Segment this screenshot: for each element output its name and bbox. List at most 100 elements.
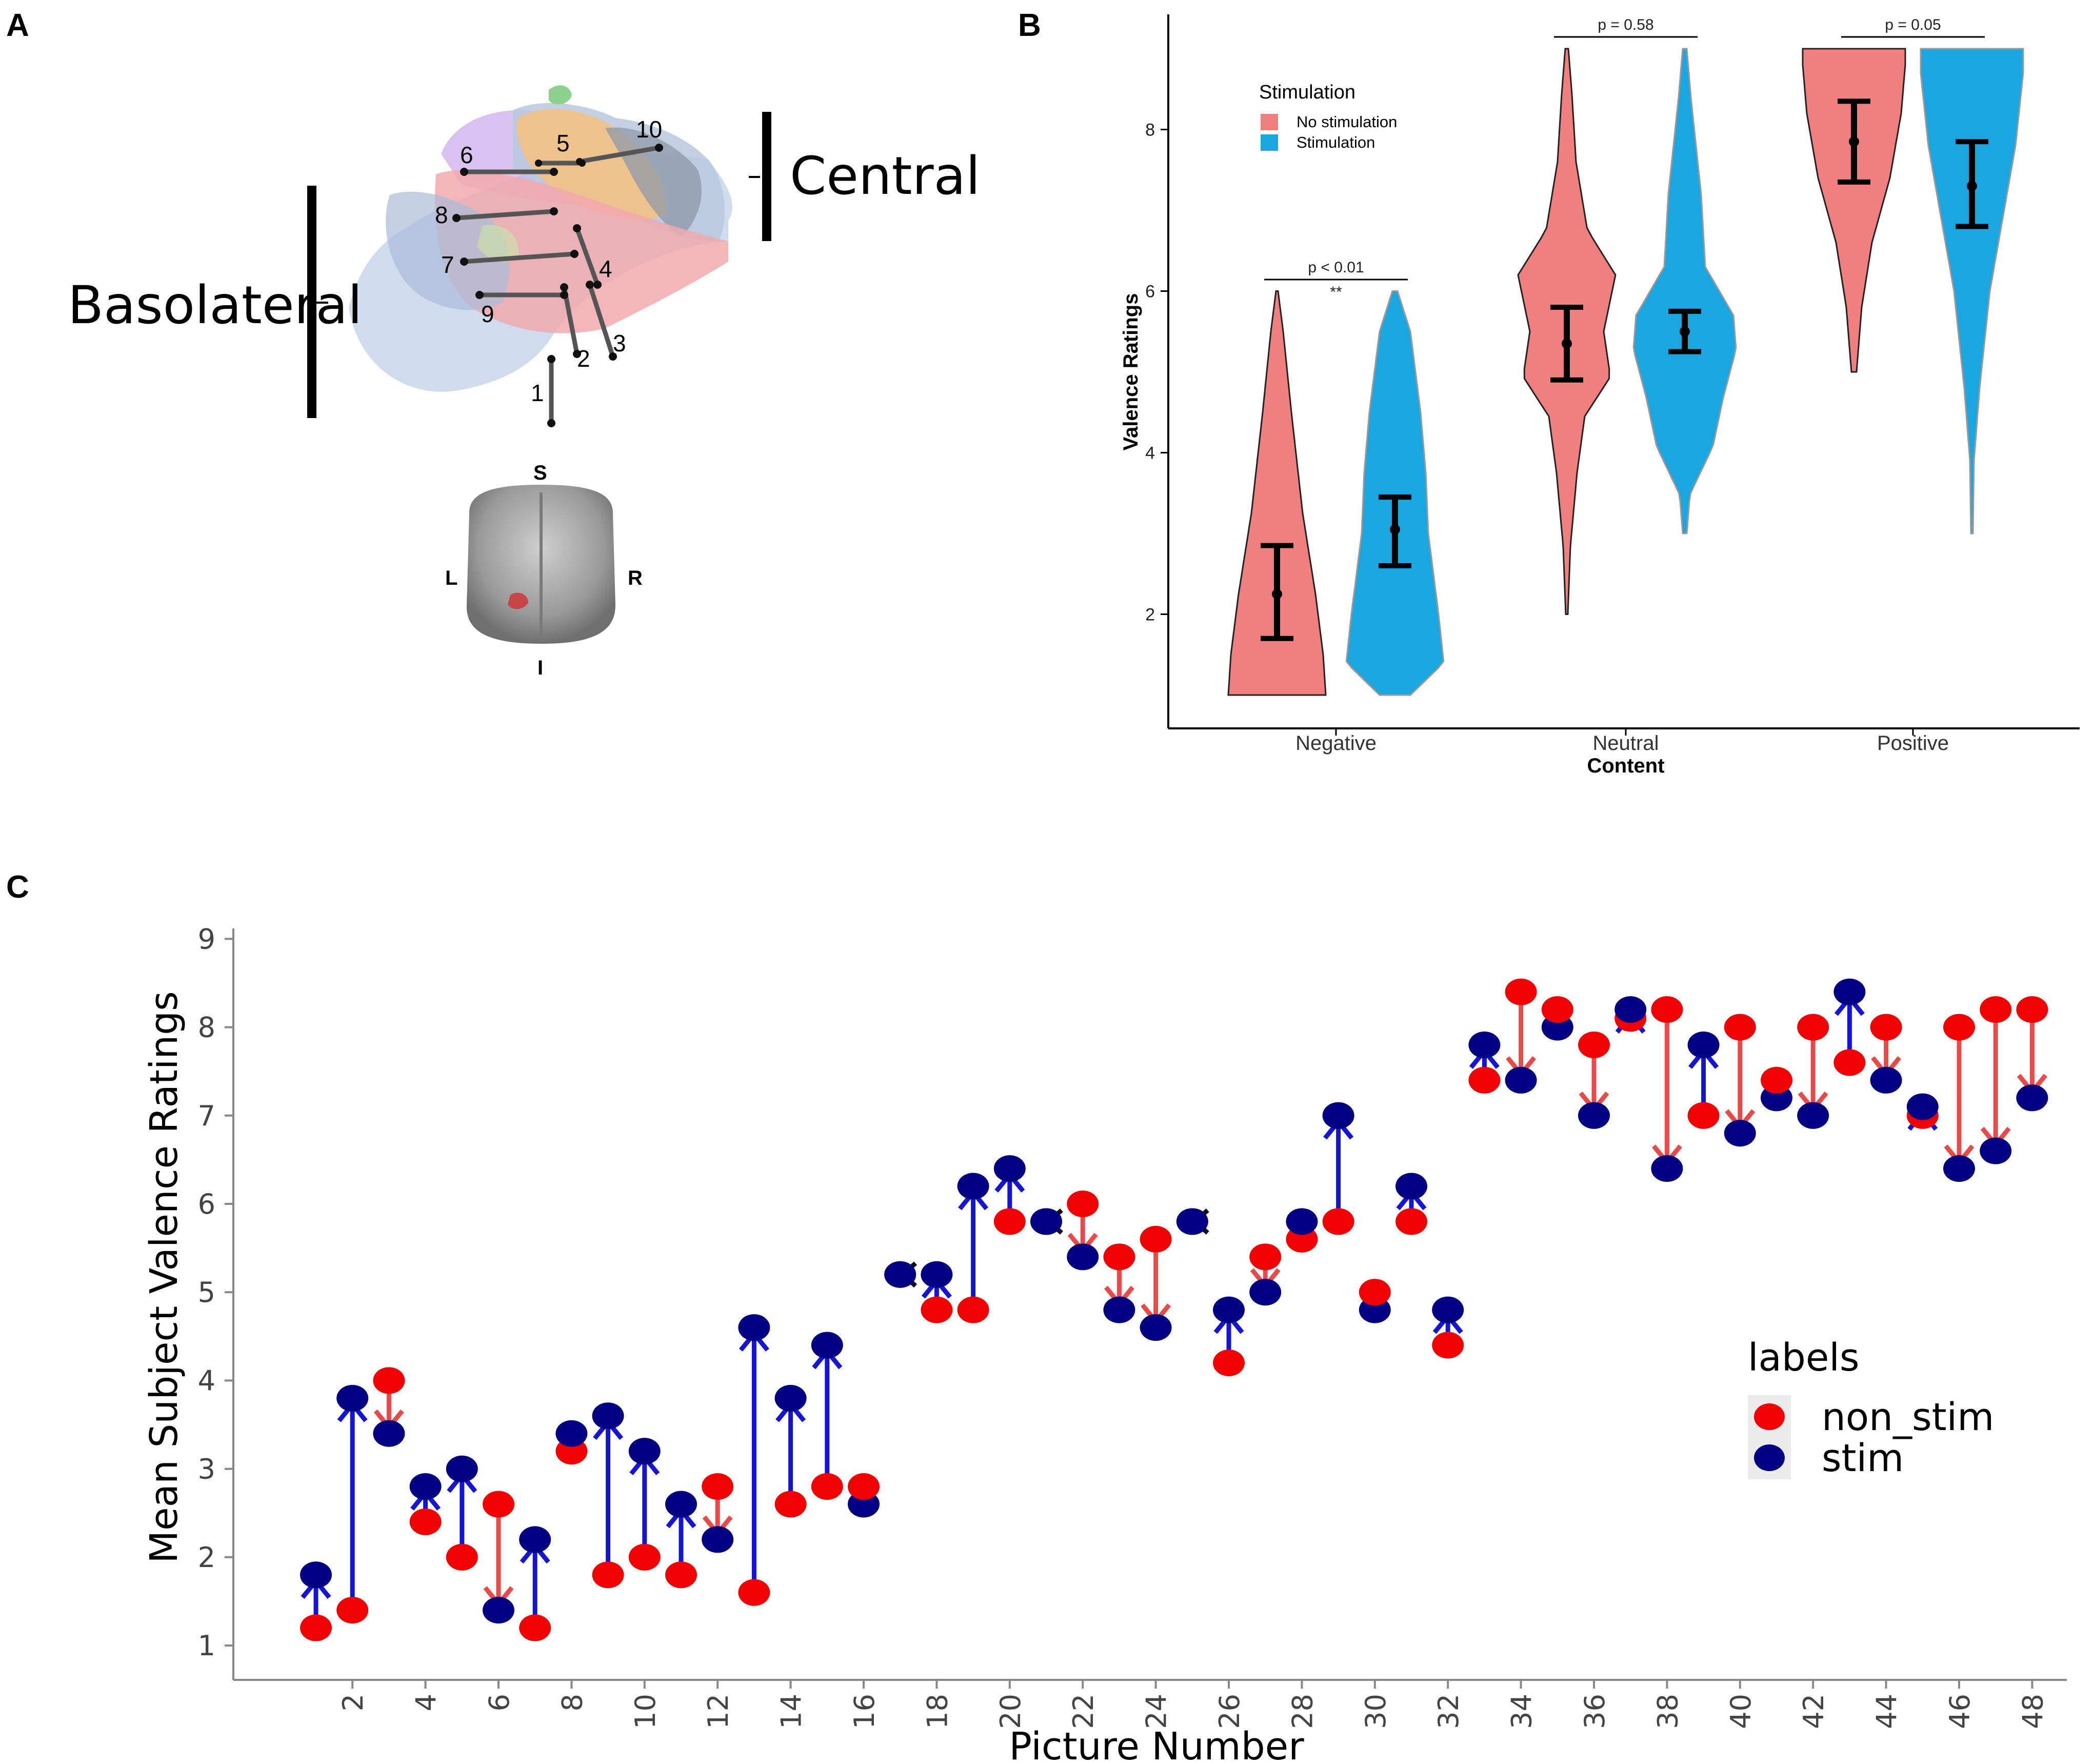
violin-x-tick-label: Negative: [1295, 732, 1377, 755]
electrode-label-1: 1: [531, 380, 544, 406]
violin-legend-title: Stimulation: [1259, 82, 1355, 103]
stim-point-1: [300, 1561, 332, 1589]
violin-no-stimulation-positive: [1802, 48, 1906, 373]
violin-no-stimulation-negative: [1227, 290, 1327, 696]
stim-point-18: [921, 1261, 953, 1288]
stim-point-33: [1468, 1032, 1501, 1059]
electrode-labels: 1 2 3 4 5 6 7 8 9 10: [435, 116, 662, 406]
violin-y-tick-label: 6: [1145, 282, 1155, 302]
non-stim-point-47: [1980, 996, 2012, 1023]
non-stim-point-2: [336, 1597, 369, 1624]
stim-point-48: [2016, 1084, 2048, 1112]
change-plot-x-tick-label: 22: [1067, 1694, 1100, 1729]
change-plot-x-tick-label: 44: [1871, 1694, 1903, 1729]
violin-legend: Stimulation No stimulation Stimulation: [1259, 82, 1397, 151]
central-label: Central: [790, 146, 980, 207]
stim-point-2: [336, 1384, 369, 1412]
panel-a: A: [6, 8, 980, 679]
violin-y-axis-title: Valence Ratings: [1120, 293, 1142, 451]
change-plot-x-tick-label: 40: [1725, 1694, 1757, 1729]
change-plot-x-tick-label: 18: [921, 1694, 953, 1729]
non-stim-point-11: [665, 1561, 697, 1589]
brain-label-left: L: [445, 567, 457, 589]
mean-point-neutral-1: [1680, 326, 1690, 337]
violin-y-tick-label: 2: [1145, 605, 1155, 625]
violin-legend-swatch-1: [1261, 134, 1278, 151]
brain-label-inferior: I: [537, 657, 543, 679]
stim-point-27: [1249, 1279, 1282, 1306]
stim-point-19: [957, 1173, 989, 1200]
change-plot-x-tick-label: 16: [848, 1694, 881, 1729]
stim-point-28: [1286, 1208, 1318, 1235]
region-brackets: Central Basolateral: [68, 112, 980, 418]
change-plot-legend-swatch-1: [1754, 1444, 1785, 1471]
stim-point-44: [1870, 1066, 1902, 1094]
change-plot-x-tick-label: 48: [2017, 1694, 2049, 1729]
non-stim-point-20: [993, 1208, 1026, 1235]
stim-point-10: [628, 1438, 661, 1465]
change-plot-x-tick-label: 20: [994, 1694, 1027, 1729]
stim-point-40: [1724, 1120, 1756, 1147]
non-stim-point-1: [300, 1614, 332, 1641]
stim-point-8: [555, 1420, 588, 1447]
panel-a-letter: A: [6, 8, 29, 43]
stim-point-15: [811, 1332, 843, 1359]
change-plot-y-tick-label: 4: [198, 1364, 215, 1397]
non-stim-point-3: [373, 1367, 405, 1394]
non-stim-point-6: [483, 1491, 514, 1518]
stim-point-11: [665, 1491, 697, 1518]
non-stim-point-13: [738, 1579, 770, 1606]
stim-point-5: [446, 1455, 478, 1482]
brain-label-superior: S: [533, 462, 547, 484]
stim-point-4: [409, 1473, 442, 1500]
violin-y-tick-label: 4: [1145, 444, 1155, 463]
violin-legend-swatch-0: [1261, 114, 1278, 130]
change-plot-y-ticks: 1 2 3 4 5 6 7 8 9: [198, 923, 233, 1662]
violin-axes: [1167, 14, 2080, 729]
change-plot-y-tick-label: 7: [198, 1100, 215, 1132]
non-stim-point-40: [1724, 1014, 1756, 1041]
violin-x-ticks: Negative Neutral Positive: [1295, 728, 1949, 755]
significance-stars-negative: **: [1330, 284, 1342, 301]
change-plot-x-ticks: 2 4 6 8 10 12 14 16 18 20 22 24 26 28 30 32 34 36 38 40 42 44…: [337, 1680, 2049, 1729]
change-plot-x-tick-label: 30: [1360, 1694, 1392, 1729]
stim-point-6: [483, 1597, 514, 1624]
stim-point-21: [1030, 1208, 1062, 1235]
brain-orientation-view: S I L R: [445, 462, 643, 679]
electrode-trajectories: [452, 144, 663, 427]
electrode-label-10: 10: [636, 116, 662, 143]
violin-significance-bars: p < 0.01 ** p = 0.58 p = 0.05: [1264, 16, 1985, 301]
electrode-label-3: 3: [613, 330, 626, 356]
change-plot-x-tick-label: 2: [337, 1694, 369, 1711]
change-plot-x-tick-label: 12: [702, 1694, 734, 1729]
electrode-label-2: 2: [577, 345, 590, 372]
change-plot-axes: [232, 928, 2067, 1681]
non-stim-point-27: [1249, 1243, 1282, 1271]
non-stim-point-38: [1651, 996, 1683, 1023]
change-plot-x-tick-label: 10: [629, 1694, 662, 1729]
non-stim-point-29: [1322, 1208, 1354, 1235]
change-plot-x-tick-label: 32: [1432, 1694, 1465, 1729]
change-plot-y-tick-label: 3: [198, 1453, 215, 1485]
stim-point-36: [1578, 1102, 1610, 1129]
change-plot-y-axis-title: Mean Subject Valence Ratings: [142, 991, 186, 1563]
non-stim-point-34: [1505, 978, 1537, 1005]
non-stim-point-24: [1140, 1225, 1172, 1253]
non-stim-point-41: [1761, 1066, 1792, 1094]
non-stim-point-5: [446, 1543, 478, 1571]
stim-point-14: [774, 1384, 807, 1412]
change-plot-y-tick-label: 5: [198, 1276, 215, 1309]
change-plot-legend-title: labels: [1748, 1336, 1860, 1380]
stim-point-39: [1687, 1032, 1720, 1059]
non-stim-point-12: [702, 1473, 734, 1500]
stim-point-47: [1980, 1137, 2012, 1164]
electrode-label-8: 8: [435, 202, 448, 228]
non-stim-point-19: [957, 1296, 989, 1323]
non-stim-point-39: [1687, 1102, 1720, 1129]
stim-point-32: [1432, 1296, 1464, 1323]
change-plot-legend-label-0: non_stim: [1822, 1395, 1994, 1439]
violin-legend-label-0: No stimulation: [1297, 113, 1397, 131]
stim-point-29: [1322, 1102, 1354, 1129]
change-plot-x-tick-label: 34: [1506, 1694, 1538, 1729]
